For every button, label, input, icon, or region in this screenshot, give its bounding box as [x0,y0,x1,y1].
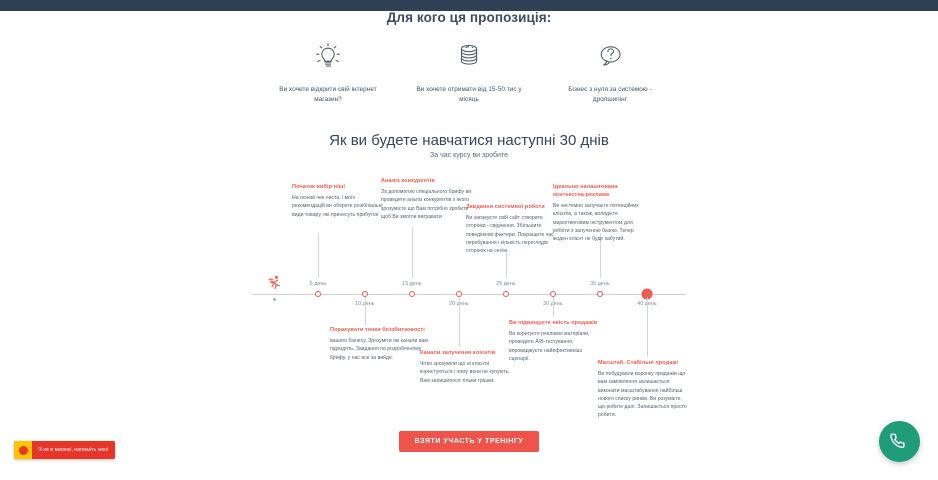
phone-icon [890,433,905,449]
timeline-block-above-3: Завдання системної роботи Ви запакуєте с… [466,203,558,255]
timeline-block-below-4: Масштаб. Стабільні продажі Ви побудували… [598,359,690,420]
day-label-5: 5 день [309,281,327,287]
stem-above-4 [600,233,601,278]
lightbulb-icon [311,36,345,76]
stem-below-3 [553,297,554,317]
timeline-dot-5[interactable] [315,291,321,297]
coins-stack-icon [452,36,486,76]
block-body: На основі чек листа, і моїх рекомендацій… [292,195,383,218]
timeline-dot-30[interactable] [550,291,556,297]
stem-above-1 [318,233,319,278]
stem-below-4 [647,297,648,357]
day-label-15: 15 день [402,281,422,287]
timeline-dot-35[interactable] [597,291,603,297]
block-title: Канали залучення клієнтів [420,350,496,356]
chat-widget-text: Я не в мережі, напишіть мені [38,447,109,453]
block-title: Масштаб. Стабільні продажі [598,360,679,366]
timeline-dot-20[interactable] [456,291,462,297]
runner-icon [268,275,281,301]
block-title: Порахувати точки беззбитковості [330,327,425,333]
audience-caption-3: Бізнес з нуля за системою - дропшипінг [568,86,652,103]
audience-row: Ви хочете відкрити свій інтернет магазин… [269,36,669,105]
day-label-10: 10 день [355,301,375,307]
block-title: Аналіз конкурентів [381,178,435,184]
question-bubble-icon [593,36,627,76]
day-label-40: 40 день [637,301,657,307]
block-body: Ви системно залучаєте потенційних клієнт… [553,203,639,243]
audience-caption-1: Ви хочете відкрити свій інтернет магазин… [279,86,377,103]
timeline-block-above-2: Аналіз конкурентів За допомогою спеціаль… [381,177,473,221]
timeline-block-below-1: Порахувати точки беззбитковості вашого б… [330,326,430,362]
audience-caption-2: Ви хочете отримати від 15-50 тис у місяц… [416,86,522,103]
timeline-block-above-1: Початок вибір ніші На основі чек листа, … [292,183,384,219]
day-label-35: 35 день [590,281,610,287]
join-training-button[interactable]: ВЗЯТИ УЧАСТЬ У ТРЕНІНГУ [399,431,539,452]
timeline-block-below-3: Ви підвищуєте якість продажів Ви коригує… [509,319,601,363]
timeline-subtitle: За час курсу ви зробите [430,152,508,159]
timeline-dot-40[interactable] [641,288,653,300]
day-label-20: 20 день [449,301,469,307]
timeline-block-below-2: Канали залучення клієнтів Чітко зрозуміл… [420,349,520,385]
block-body: Чітко зрозуміли що ні клієнти користують… [420,361,510,384]
timeline-dot-25[interactable] [503,291,509,297]
day-label-30: 30 день [543,301,563,307]
timeline-block-above-4: Ідеально налаштована контекстна реклама … [553,183,645,243]
block-body: Ви побудували воронку продажів що вам за… [598,371,687,419]
stem-below-1 [365,297,366,325]
timeline-dot-10[interactable] [362,291,368,297]
phone-call-button[interactable] [879,421,920,462]
block-title: Ви підвищуєте якість продажів [509,320,598,326]
day-label-25: 25 день [496,281,516,287]
timeline-dot-15[interactable] [409,291,415,297]
block-body: Ви запакуєте свій сайт створите сторінки… [466,215,554,255]
timeline-axis [252,294,686,295]
chat-icon [14,441,32,459]
block-title: Завдання системної роботи [466,204,545,210]
audience-title: Для кого ця пропозиція: [386,10,552,25]
offline-chat-widget[interactable]: Я не в мережі, напишіть мені [14,441,116,459]
block-body: За допомогою спеціального брифу ви прове… [381,189,472,220]
stem-above-2 [412,227,413,278]
audience-item-3: Бізнес з нуля за системою - дропшипінг [551,36,669,105]
block-title: Початок вибір ніші [292,184,345,190]
stem-above-3 [506,253,507,278]
audience-item-2: Ви хочете отримати від 15-50 тис у місяц… [410,36,528,105]
timeline-title: Як ви будете навчатися наступні 30 днів [329,132,609,149]
stem-below-2 [459,297,460,347]
audience-item-1: Ви хочете відкрити свій інтернет магазин… [269,36,387,105]
block-body: вашого бізнесу. Зрозуміти які канали вам… [330,338,428,361]
top-bar [0,0,938,11]
block-body: Ви коригуєте рекламні матеріали, проводи… [509,331,590,362]
block-title: Ідеально налаштована контекстна реклама [553,184,618,199]
timeline-chart: 5 день 10 день 15 день 20 день 25 день 3… [0,175,938,430]
